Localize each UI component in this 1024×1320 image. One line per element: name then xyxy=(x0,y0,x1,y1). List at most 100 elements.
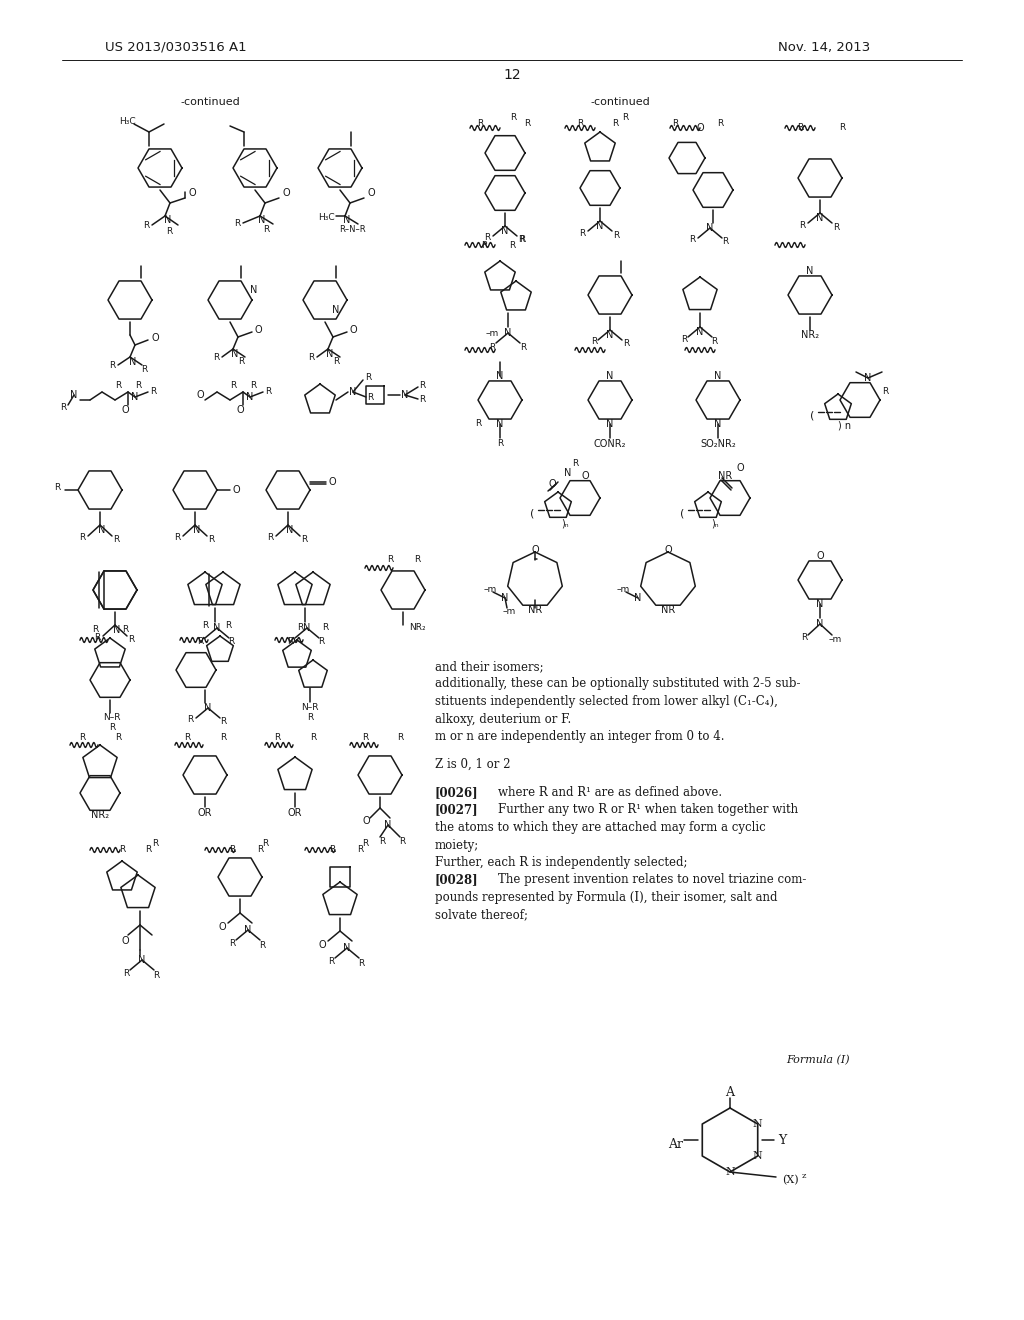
Text: R: R xyxy=(109,723,115,733)
Text: )ₙ: )ₙ xyxy=(712,517,719,528)
Text: R: R xyxy=(797,124,803,132)
Text: N: N xyxy=(502,593,509,603)
Text: moiety;: moiety; xyxy=(435,838,479,851)
Text: N: N xyxy=(349,387,356,397)
Text: Further any two R or R¹ when taken together with: Further any two R or R¹ when taken toget… xyxy=(483,804,798,817)
Text: N: N xyxy=(606,418,613,429)
Text: R: R xyxy=(202,620,208,630)
Text: N: N xyxy=(138,954,145,965)
Text: R: R xyxy=(623,339,629,348)
Text: O: O xyxy=(283,187,290,198)
Text: NR₂: NR₂ xyxy=(409,623,425,632)
Text: O: O xyxy=(218,921,226,932)
Text: NR: NR xyxy=(528,605,542,615)
Text: R: R xyxy=(287,638,293,647)
Text: m or n are independently an integer from 0 to 4.: m or n are independently an integer from… xyxy=(435,730,725,743)
Text: R: R xyxy=(520,342,526,351)
Text: [0026]: [0026] xyxy=(435,785,478,799)
Text: N: N xyxy=(333,305,340,315)
Text: R: R xyxy=(365,374,371,383)
Text: R: R xyxy=(59,404,67,412)
Text: R: R xyxy=(357,958,365,968)
Text: SO₂NR₂: SO₂NR₂ xyxy=(700,440,736,449)
Text: R: R xyxy=(109,362,115,371)
Text: R: R xyxy=(839,124,845,132)
Text: N: N xyxy=(231,348,239,359)
Text: OR: OR xyxy=(198,808,212,818)
Text: R: R xyxy=(128,635,134,644)
Text: N: N xyxy=(816,213,823,223)
Text: R: R xyxy=(238,358,244,367)
Text: R: R xyxy=(184,733,190,742)
Text: N: N xyxy=(343,942,350,953)
Text: O: O xyxy=(318,940,326,950)
Text: N: N xyxy=(401,389,409,400)
Text: R: R xyxy=(225,620,231,630)
Text: N: N xyxy=(205,704,212,713)
Text: R: R xyxy=(484,234,490,243)
Text: alkoxy, deuterium or F.: alkoxy, deuterium or F. xyxy=(435,713,571,726)
Text: N: N xyxy=(247,392,254,403)
Text: R: R xyxy=(317,638,325,647)
Text: –m: –m xyxy=(828,635,842,644)
Text: R: R xyxy=(524,119,530,128)
Text: R: R xyxy=(135,380,141,389)
Text: R: R xyxy=(265,388,271,396)
Text: [0027]: [0027] xyxy=(435,804,478,817)
Text: O: O xyxy=(349,325,356,335)
Text: R: R xyxy=(229,380,237,389)
Text: N: N xyxy=(715,371,722,381)
Text: O: O xyxy=(121,405,129,414)
Text: –m: –m xyxy=(616,585,630,594)
Text: R: R xyxy=(54,483,60,492)
Text: R: R xyxy=(115,733,121,742)
Text: z: z xyxy=(802,1172,806,1180)
Text: R: R xyxy=(92,626,98,635)
Text: Nov. 14, 2013: Nov. 14, 2013 xyxy=(778,41,870,54)
Text: R: R xyxy=(475,420,481,429)
Text: R: R xyxy=(122,626,128,635)
Text: R: R xyxy=(250,380,256,389)
Text: solvate thereof;: solvate thereof; xyxy=(435,908,528,921)
Text: NR: NR xyxy=(660,605,675,615)
Text: OR: OR xyxy=(288,808,302,818)
Text: R: R xyxy=(579,228,585,238)
Text: N: N xyxy=(384,820,392,830)
Text: R: R xyxy=(263,226,269,235)
Text: O: O xyxy=(237,405,244,414)
Text: R: R xyxy=(174,532,180,541)
Text: R: R xyxy=(322,623,328,632)
Text: R: R xyxy=(329,846,335,854)
Text: -continued: -continued xyxy=(590,96,650,107)
Text: O: O xyxy=(197,389,204,400)
Text: R: R xyxy=(233,219,240,228)
Text: O: O xyxy=(736,463,743,473)
Text: (: ( xyxy=(810,411,814,420)
Text: stituents independently selected from lower alkyl (C₁-C₄),: stituents independently selected from lo… xyxy=(435,696,778,708)
Text: R: R xyxy=(229,940,236,949)
Text: R: R xyxy=(262,838,268,847)
Text: R: R xyxy=(257,846,263,854)
Text: N: N xyxy=(303,623,310,634)
Text: R: R xyxy=(361,838,368,847)
Text: N: N xyxy=(606,330,613,341)
Text: O: O xyxy=(548,479,556,488)
Text: N: N xyxy=(502,226,509,236)
Text: R: R xyxy=(509,240,515,249)
Text: R: R xyxy=(367,392,373,401)
Text: N–R: N–R xyxy=(301,704,318,713)
Text: 12: 12 xyxy=(503,69,521,82)
Text: N: N xyxy=(250,285,258,294)
Text: R: R xyxy=(510,114,516,123)
Text: (X): (X) xyxy=(781,1175,799,1185)
Text: R: R xyxy=(166,227,172,235)
Text: R: R xyxy=(477,119,483,128)
Text: N: N xyxy=(564,469,571,478)
Text: NR: NR xyxy=(718,471,732,480)
Text: N: N xyxy=(753,1151,763,1162)
Text: R: R xyxy=(689,235,695,244)
Text: R: R xyxy=(333,358,339,367)
Text: O: O xyxy=(362,816,370,826)
Text: N: N xyxy=(129,356,136,367)
Text: R: R xyxy=(361,733,368,742)
